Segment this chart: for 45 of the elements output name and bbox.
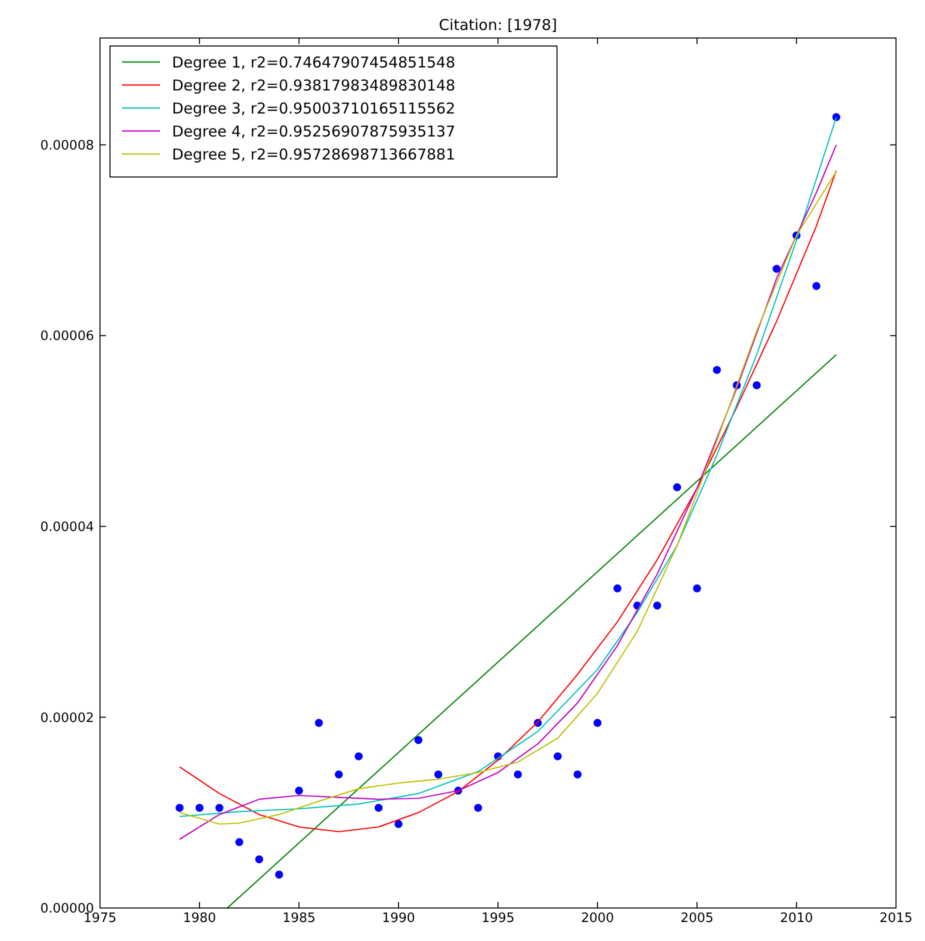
point [474,804,482,812]
point [693,584,701,592]
y-tick-label: 0.00006 [40,329,94,344]
point [772,264,781,273]
y-tick-label: 0.00008 [40,138,94,154]
point [514,770,522,778]
point [434,770,442,778]
legend-label: Degree 2, r2=0.93817983489830148 [172,76,456,94]
point [594,718,602,727]
x-tick-label: 1995 [481,911,515,926]
point [574,770,582,778]
point [215,804,224,812]
legend-label: Degree 3, r2=0.95003710165115562 [172,99,456,118]
point [235,838,244,846]
point [334,770,343,778]
x-tick-label: 2015 [879,911,913,926]
chart-title: Citation: [1978] [438,16,558,34]
point [275,870,284,879]
point [812,282,820,290]
point [295,786,303,795]
point [314,718,323,727]
point [752,381,761,390]
x-tick-label: 2005 [680,911,714,926]
legend-label: Degree 5, r2=0.95728698713667881 [172,145,456,164]
point [712,366,721,374]
point [374,804,383,812]
point [394,820,402,828]
y-tick-label: 0.00004 [40,520,94,535]
x-tick-label: 1985 [282,911,316,926]
point [255,855,264,864]
x-tick-label: 1990 [382,911,416,926]
x-tick-label: 2010 [780,911,814,926]
point [613,584,622,592]
point [554,752,562,760]
point [653,602,662,610]
x-tick-label: 1980 [182,911,216,926]
point [414,736,422,744]
x-tick-label: 2000 [580,911,614,926]
point [176,804,184,812]
legend-label: Degree 4, r2=0.95256907875935137 [172,122,456,140]
y-tick-label: 0.00002 [40,710,94,726]
point [673,483,682,492]
point [354,752,363,760]
legend-label: Degree 1, r2=0.74647907454851548 [172,53,456,72]
point [196,804,204,812]
